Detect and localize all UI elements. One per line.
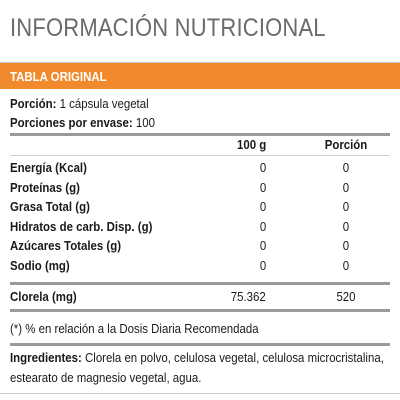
extra-row-name: Clorela (mg) bbox=[10, 289, 77, 304]
servings-per-line: Porciones por envase: 100 bbox=[10, 115, 155, 130]
nutrient-name: Hidratos de carb. Disp. (g) bbox=[10, 218, 153, 234]
nutrient-name: Azúcares Totales (g) bbox=[10, 238, 122, 253]
extra-row-portion: 520 bbox=[336, 289, 356, 304]
serving-label: Porción: bbox=[10, 96, 57, 111]
ingredients-text-1: Clorela en polvo, celulosa vegetal, celu… bbox=[85, 350, 384, 365]
divider-thick bbox=[10, 309, 390, 312]
nutrient-per100: 0 bbox=[259, 238, 266, 253]
divider-thick bbox=[10, 343, 390, 346]
serving-value: 1 cápsula vegetal bbox=[59, 96, 149, 111]
serving-line: Porción: 1 cápsula vegetal bbox=[10, 96, 149, 111]
nutrient-name: Energía (Kcal) bbox=[10, 160, 87, 175]
column-header-portion: Porción bbox=[324, 137, 368, 152]
nutrient-portion: 0 bbox=[342, 238, 350, 253]
nutrient-name: Grasa Total (g) bbox=[10, 199, 90, 214]
nutrient-per100: 0 bbox=[259, 160, 266, 175]
table-label-band: TABLA ORIGINAL bbox=[0, 63, 400, 89]
nutrition-panel: TABLA ORIGINAL Porción: 1 cápsula vegeta… bbox=[0, 62, 400, 394]
servings-per-value: 100 bbox=[135, 115, 156, 130]
column-header-100g: 100 g bbox=[236, 137, 266, 152]
nutrient-per100: 0 bbox=[259, 218, 266, 234]
ingredients-line-1: Ingredientes: Clorela en polvo, celulosa… bbox=[10, 350, 384, 365]
divider-thick bbox=[10, 133, 390, 136]
servings-per-label: Porciones por envase: bbox=[10, 115, 133, 130]
divider-thick bbox=[10, 282, 390, 285]
nutrient-portion: 0 bbox=[342, 199, 350, 214]
footnote: (*) % en relación a la Dosis Diaria Reco… bbox=[10, 321, 259, 336]
extra-row-per100: 75.362 bbox=[231, 289, 266, 304]
nutrient-portion: 0 bbox=[342, 218, 350, 234]
nutrient-portion: 0 bbox=[342, 179, 350, 195]
nutrient-per100: 0 bbox=[259, 199, 266, 214]
nutrient-portion: 0 bbox=[342, 160, 350, 175]
nutrient-per100: 0 bbox=[259, 257, 266, 273]
divider bbox=[10, 155, 390, 156]
nutrient-name: Proteínas (g) bbox=[10, 179, 80, 195]
ingredients-label: Ingredientes: bbox=[10, 350, 82, 365]
ingredients-line-2: estearato de magnesio vegetal, agua. bbox=[10, 370, 202, 385]
table-label: TABLA ORIGINAL bbox=[10, 69, 107, 84]
nutrient-per100: 0 bbox=[259, 179, 266, 195]
nutrient-name: Sodio (mg) bbox=[10, 257, 70, 273]
nutrient-portion: 0 bbox=[342, 257, 350, 273]
page-title: INFORMACIÓN NUTRICIONAL bbox=[10, 14, 326, 42]
